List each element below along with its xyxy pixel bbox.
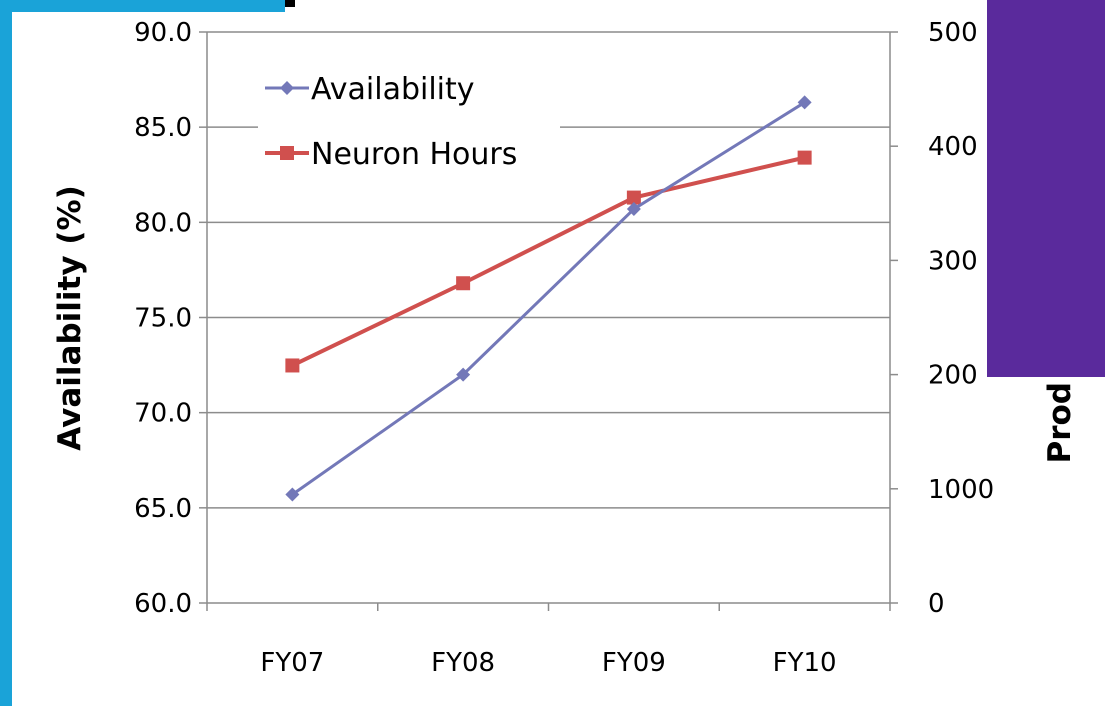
left-tick-label: 75.0 bbox=[134, 304, 192, 334]
right-y-ticks: 0 1000 200 300 400 500 bbox=[890, 18, 994, 619]
right-tick-label: 0 bbox=[928, 589, 945, 619]
right-tick-label: 400 bbox=[928, 132, 978, 162]
x-tick-label: FY07 bbox=[260, 648, 324, 678]
left-tick-label: 60.0 bbox=[134, 589, 192, 619]
neuron-hours-point bbox=[456, 276, 471, 291]
left-y-ticks: 60.0 65.0 70.0 75.0 80.0 85.0 90.0 bbox=[134, 18, 207, 619]
right-tick-label: 300 bbox=[928, 246, 978, 276]
series-layer bbox=[285, 95, 812, 502]
legend-box bbox=[258, 60, 560, 188]
y-axis-title: Availability (%) bbox=[52, 185, 88, 450]
availability-point bbox=[797, 95, 812, 110]
right-y-axis-title: Prod bbox=[1042, 382, 1078, 464]
neuron-hours-legend-marker bbox=[280, 146, 294, 160]
left-tick-label: 85.0 bbox=[134, 113, 192, 143]
availability-legend-label: Availability bbox=[311, 72, 475, 107]
left-tick-label: 65.0 bbox=[134, 494, 192, 524]
gridlines bbox=[207, 31, 890, 509]
left-tick-label: 80.0 bbox=[134, 208, 192, 238]
x-tick-label: FY09 bbox=[602, 648, 666, 678]
availability-point bbox=[456, 367, 471, 382]
availability-point bbox=[626, 202, 641, 217]
left-tick-label: 70.0 bbox=[134, 399, 192, 429]
frame-left-bar bbox=[0, 0, 12, 706]
left-tick-label: 90.0 bbox=[134, 18, 192, 48]
frame-top-mark bbox=[285, 0, 295, 7]
neuron-hours-line bbox=[291, 155, 806, 368]
neuron-hours-point bbox=[626, 190, 641, 205]
x-tick-label: FY10 bbox=[773, 648, 837, 678]
neuron-hours-legend-label: Neuron Hours bbox=[311, 137, 517, 172]
legend: Availability Neuron Hours bbox=[258, 60, 560, 188]
right-tick-label: 1000 bbox=[928, 475, 994, 505]
x-ticks: FY07 FY08 FY09 FY10 bbox=[206, 603, 891, 678]
right-tick-label: 500 bbox=[928, 18, 978, 48]
x-tick-label: FY08 bbox=[431, 648, 495, 678]
availability-point bbox=[285, 487, 300, 502]
availability-line bbox=[291, 101, 806, 496]
right-tick-label: 200 bbox=[928, 361, 978, 391]
neuron-hours-point bbox=[797, 150, 812, 165]
purple-overlay-panel bbox=[987, 0, 1105, 377]
availability-legend-marker bbox=[280, 81, 294, 95]
frame-top-bar bbox=[0, 0, 285, 12]
neuron-hours-point bbox=[285, 358, 300, 373]
